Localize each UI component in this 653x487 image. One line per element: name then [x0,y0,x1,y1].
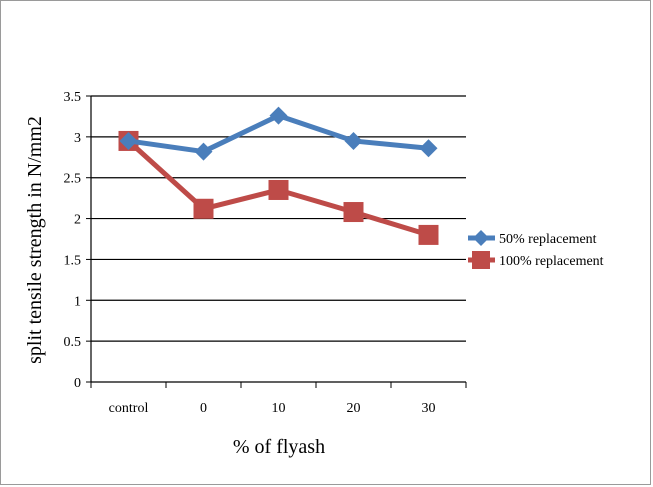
data-point-100-percent [193,198,214,219]
data-point-100-percent [418,224,439,245]
x-tick-label: 20 [347,401,361,416]
data-point-50-percent [119,131,138,150]
data-point-100-percent [268,179,289,200]
legend-swatch-marker [472,251,490,269]
axes [86,95,467,388]
y-axis-label: split tensile strength in N/mm2 [24,116,46,364]
y-tick-label: 1 [74,294,81,309]
y-tick-label: 0 [74,376,81,391]
x-axis-label: % of flyash [233,436,325,458]
y-tick-labels: 0 0.5 1 1.5 2 2.5 3 3.5 [64,90,82,391]
y-tick-label: 2.5 [64,172,82,187]
series-layer [118,106,439,245]
y-tick-label: 2 [74,213,81,228]
x-tick-label: 10 [272,401,286,416]
legend-swatch-marker [473,230,489,246]
data-point-100-percent [343,202,364,223]
data-point-50-percent [419,139,438,158]
y-tick-label: 3 [74,131,81,146]
x-tick-label: 0 [200,401,207,416]
y-tick-label: 3.5 [64,90,82,105]
data-point-50-percent [194,142,213,161]
x-tick-label: control [109,401,149,416]
gridlines [91,95,466,342]
data-point-50-percent [344,131,363,150]
x-tick-labels: control 0 10 20 30 [109,401,436,416]
legend-label: 50% replacement [499,232,597,247]
y-tick-label: 1.5 [64,253,82,268]
legend-label: 100% replacement [499,254,604,269]
data-point-50-percent [269,106,288,125]
y-tick-label: 0.5 [64,335,82,350]
x-tick-label: 30 [422,401,436,416]
legend: 50% replacement 100% replacement [468,230,604,269]
